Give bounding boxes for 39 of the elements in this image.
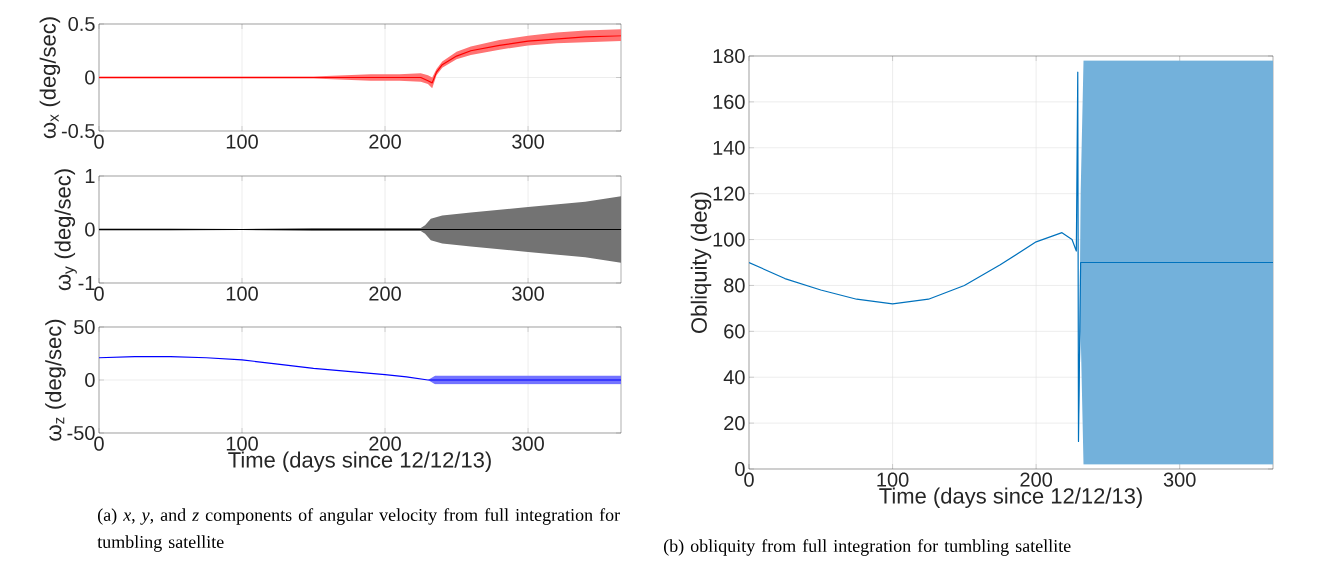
x-tick-label: 300: [1163, 472, 1196, 487]
x-tick-label: 200: [369, 286, 401, 301]
x-tick-label: 200: [1020, 472, 1053, 487]
x-tick-label: 100: [877, 472, 909, 487]
y-tick-label: 20: [724, 416, 745, 431]
y-axis-title: ω$_{x}$ (deg/sec): [39, 17, 61, 139]
y-tick-label: 180: [713, 48, 745, 64]
y-tick-label: 0: [85, 70, 95, 85]
text: (a) x, y, and z components of angular velocity from full integration for tumbling satellite: [97, 508, 620, 552]
x-tick-label: 100: [226, 436, 258, 451]
y-tick-label: 0: [735, 461, 745, 477]
y-axis-title: ω$_{y}$ (deg/sec): [54, 169, 77, 291]
y-axis-title: ω$_{z}$ (deg/sec): [45, 319, 66, 441]
y-tick-label: 50: [74, 319, 95, 335]
y-axis-title: Obliquity (deg): [690, 192, 712, 333]
x-tick-label: 200: [369, 436, 401, 451]
x-tick-label: 200: [369, 134, 401, 149]
y-tick-label: 40: [723, 370, 745, 385]
x-tick-label: 100: [226, 134, 258, 149]
y-tick-label: 0.5: [68, 16, 95, 32]
x-tick-label: 100: [226, 286, 258, 301]
x-tick-label: 300: [512, 134, 544, 149]
x-tick-label: 300: [512, 436, 544, 451]
y-tick-label: -1: [78, 276, 95, 290]
x-axis-title: Time (days since 12/12/13): [228, 451, 491, 473]
text: (b) obliquity from full integration for tumbling satellite: [663, 539, 1071, 556]
x-tick-label: 300: [512, 286, 544, 301]
y-tick-label: 1: [85, 169, 95, 183]
y-tick-label: 140: [713, 140, 745, 155]
y-tick-label: 160: [713, 94, 745, 109]
y-tick-label: 0: [85, 372, 95, 388]
y-tick-label: 80: [724, 278, 745, 293]
y-tick-label: -0.5: [61, 123, 95, 139]
y-tick-label: 100: [713, 232, 745, 247]
y-tick-label: 0: [85, 222, 95, 237]
y-tick-label: 60: [724, 324, 745, 339]
y-tick-label: 120: [713, 186, 745, 201]
x-axis-title: Time (days since 12/12/13): [879, 487, 1142, 509]
y-tick-label: -50: [67, 425, 95, 441]
